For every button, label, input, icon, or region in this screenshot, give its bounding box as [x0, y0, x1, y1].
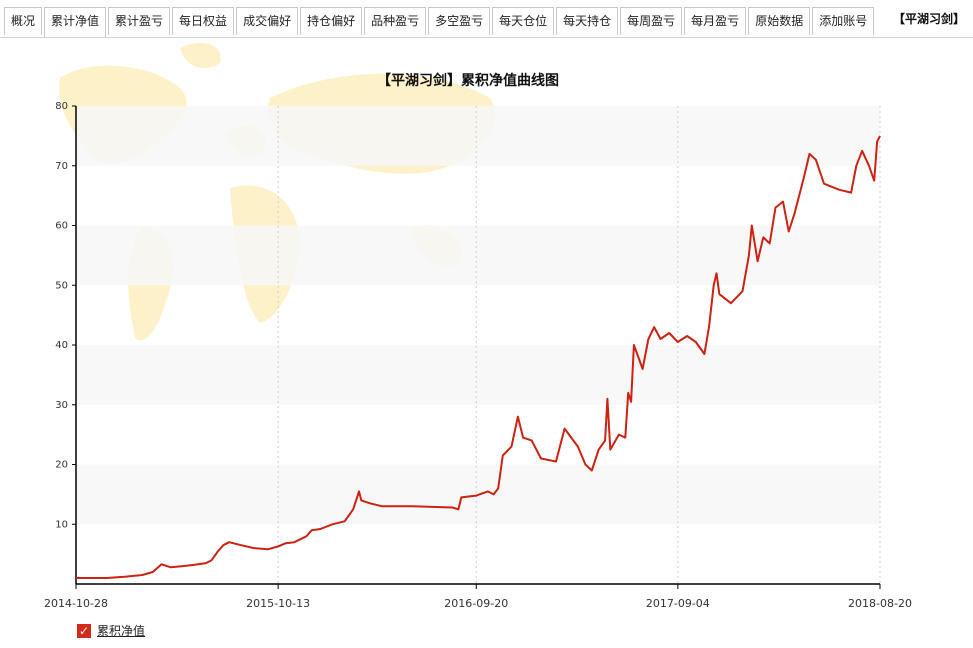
grid-band — [76, 345, 880, 405]
y-tick-label: 40 — [55, 340, 68, 351]
tab-1[interactable]: 概况 — [4, 7, 43, 35]
chart-tick-labels: 10 20 30 40 50 60 70 80 2014-10-28 2015-10-13 2016… — [44, 101, 912, 610]
tab-3[interactable]: 累计盈亏 — [108, 7, 171, 35]
y-tick-label: 70 — [55, 161, 68, 172]
account-name: 【平湖习剑】 — [892, 12, 965, 26]
x-tick-label: 2018-08-20 — [848, 597, 912, 610]
legend-checkbox-icon[interactable]: ✓ — [77, 623, 91, 638]
series-line-1 — [76, 135, 881, 579]
tab-2[interactable]: 累计净值 — [44, 7, 107, 37]
y-tick-label: 80 — [55, 101, 68, 112]
tab-6[interactable]: 持仓偏好 — [300, 7, 363, 35]
net-value-chart: 10 20 30 40 50 60 70 80 2014-10-28 2015-10-13 2016… — [44, 43, 912, 610]
y-tick-label: 60 — [55, 221, 68, 232]
chart-title: 【平湖习剑】累积净值曲线图 — [377, 72, 559, 89]
tab-bar: 概况 累计净值 累计盈亏 每日权益 成交偏好 持仓偏好 品种盈亏 多空盈亏 每天仓位 每天持仓 每周… — [0, 0, 973, 38]
x-tick-label: 2016-09-20 — [444, 597, 508, 610]
x-tick-label: 2017-09-04 — [646, 597, 710, 610]
grid-band — [76, 106, 880, 166]
y-tick-label: 30 — [55, 400, 68, 411]
tab-13[interactable]: 原始数据 — [748, 7, 811, 35]
tab-4[interactable]: 每日权益 — [172, 7, 235, 35]
x-tick-label: 2015-10-13 — [246, 597, 310, 610]
tab-11[interactable]: 每周盈亏 — [620, 7, 683, 35]
legend[interactable]: ✓ 累积净值 — [77, 622, 145, 639]
tab-12[interactable]: 每月盈亏 — [684, 7, 747, 35]
legend-label[interactable]: 累积净值 — [97, 624, 146, 638]
tab-list: 概况 累计净值 累计盈亏 每日权益 成交偏好 持仓偏好 品种盈亏 多空盈亏 每天仓位 每天持仓 每周… — [4, 7, 876, 37]
y-tick-label: 10 — [55, 519, 68, 530]
tab-14[interactable]: 添加账号 — [812, 7, 875, 35]
chart-series — [76, 135, 881, 579]
y-tick-label: 20 — [55, 460, 68, 471]
tab-8[interactable]: 多空盈亏 — [428, 7, 491, 35]
tab-9[interactable]: 每天仓位 — [492, 7, 555, 35]
world-map-shape-7 — [180, 43, 221, 68]
tab-7[interactable]: 品种盈亏 — [364, 7, 427, 35]
chart-grid-bands — [76, 106, 880, 525]
x-tick-label: 2014-10-28 — [44, 597, 108, 610]
y-tick-label: 50 — [55, 280, 68, 291]
tab-5[interactable]: 成交偏好 — [236, 7, 299, 35]
tab-10[interactable]: 每天持仓 — [556, 7, 619, 35]
